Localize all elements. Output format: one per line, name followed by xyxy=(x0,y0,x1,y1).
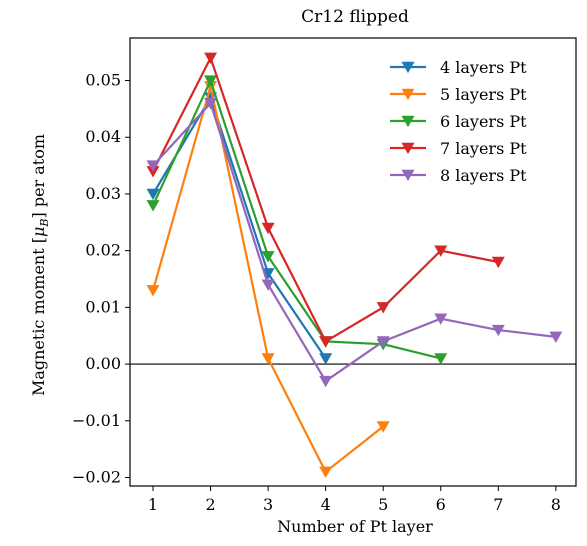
series-3-point-2 xyxy=(204,75,218,87)
legend-marker-5 xyxy=(401,169,415,182)
series-1-point-1 xyxy=(146,188,160,201)
y-tick-label: 0.00 xyxy=(85,354,121,373)
legend: 4 layers Pt 5 layers Pt 6 layers Pt 7 layer… xyxy=(390,58,527,185)
series-5-point-4 xyxy=(319,375,333,388)
y-tick-label: −0.01 xyxy=(72,411,121,430)
axes-frame xyxy=(129,37,577,487)
series-4-point-3 xyxy=(261,222,275,235)
series-1-point-4 xyxy=(319,353,333,365)
y-tick-label: −0.02 xyxy=(72,467,121,486)
legend-label-3: 6 layers Pt xyxy=(440,112,527,131)
y-tick-label: 0.04 xyxy=(85,127,121,146)
y-tick-label: 0.01 xyxy=(85,297,121,316)
series-2-point-1 xyxy=(146,285,160,297)
plot-area: 1 2 3 4 5 6 7 8 −0.02 −0.01 0.00 0.01 0.02 0.03 0.04 0.… xyxy=(72,37,577,514)
legend-marker-3 xyxy=(401,115,415,128)
series-2-point-4 xyxy=(319,466,333,478)
series-4-point-5 xyxy=(376,302,390,314)
series-3-point-3 xyxy=(261,251,275,263)
series-5-point-6 xyxy=(434,313,448,325)
x-tick-label: 8 xyxy=(551,495,561,514)
legend-label-5: 8 layers Pt xyxy=(440,166,527,185)
x-tick-label: 6 xyxy=(436,495,446,514)
series-2-point-3 xyxy=(261,353,275,365)
x-tick-label: 2 xyxy=(205,495,215,514)
x-tick-label: 4 xyxy=(321,495,331,514)
y-tick-label: 0.05 xyxy=(85,71,121,90)
x-tick-label: 1 xyxy=(148,495,158,514)
series-5-point-2 xyxy=(204,98,218,110)
y-tick-label: 0.03 xyxy=(85,184,121,203)
legend-marker-2 xyxy=(401,88,415,101)
legend-marker-1 xyxy=(401,61,415,74)
chart-title: Cr12 flipped xyxy=(301,7,409,27)
series-line-5 xyxy=(152,102,556,383)
legend-marker-4 xyxy=(401,142,415,155)
series-3-point-1 xyxy=(146,200,160,212)
series-2-point-5 xyxy=(376,421,390,433)
y-axis-label: Magnetic moment [μB] per atom xyxy=(29,134,51,396)
series-line-1 xyxy=(152,96,327,360)
x-axis-label: Number of Pt layer xyxy=(277,517,433,536)
series-4-point-2 xyxy=(204,52,218,65)
legend-label-2: 5 layers Pt xyxy=(440,85,527,104)
x-tick-label: 3 xyxy=(263,495,273,514)
series-5-point-3 xyxy=(261,279,275,291)
series-5-point-8 xyxy=(549,331,563,344)
series-5-point-7 xyxy=(491,324,505,337)
y-tick-label: 0.02 xyxy=(85,241,121,260)
series-5-point-1 xyxy=(146,160,160,172)
series-4-point-4 xyxy=(319,336,333,348)
series-4-point-6 xyxy=(434,245,448,257)
series-4-point-7 xyxy=(491,256,505,269)
x-tick-label: 5 xyxy=(378,495,388,514)
series-5-point-5 xyxy=(376,336,390,348)
series-3-point-6 xyxy=(434,353,448,365)
series-line-3 xyxy=(152,79,442,360)
legend-label-4: 7 layers Pt xyxy=(440,139,527,158)
x-tick-label: 7 xyxy=(493,495,503,514)
legend-label-1: 4 layers Pt xyxy=(440,58,527,77)
